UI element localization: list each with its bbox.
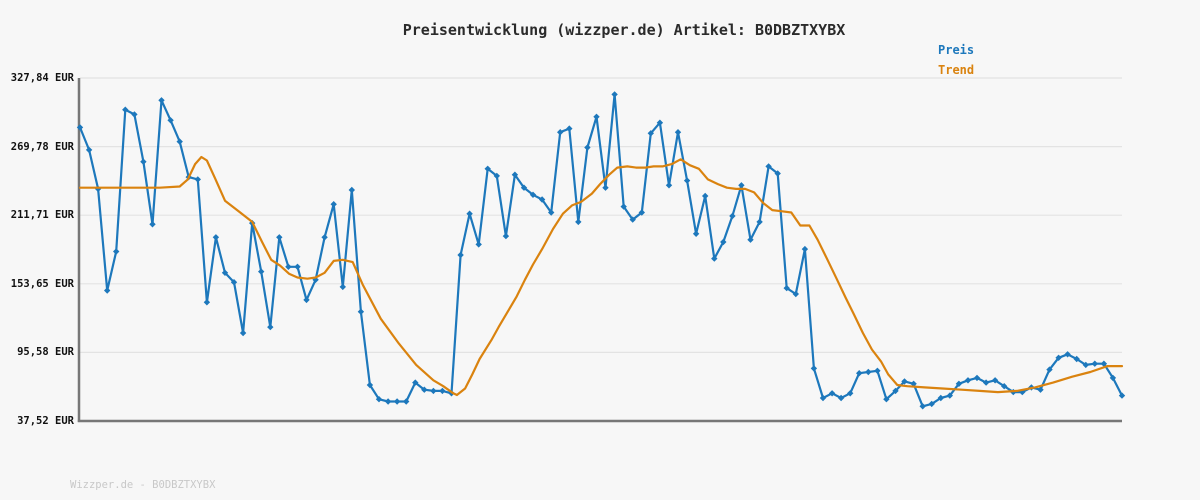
chart-title: Preisentwicklung (wizzper.de) Artikel: B… — [402, 21, 846, 39]
y-axis-tick-label: 95,58 EUR — [17, 346, 74, 358]
y-axis-tick-label: 327,84 EUR — [10, 72, 74, 84]
chart-legend: Preis Trend — [938, 40, 974, 80]
y-axis-tick-label: 211,71 EUR — [10, 209, 74, 221]
watermark: Wizzper.de - B0DBZTXYBX — [70, 479, 216, 491]
legend-item-trend: Trend — [938, 63, 975, 77]
y-axis-tick-label: 37,52 EUR — [17, 415, 74, 427]
y-axis-tick-label: 269,78 EUR — [10, 141, 74, 153]
y-axis-tick-label: 153,65 EUR — [10, 278, 74, 290]
legend-item-preis: Preis — [938, 43, 975, 57]
